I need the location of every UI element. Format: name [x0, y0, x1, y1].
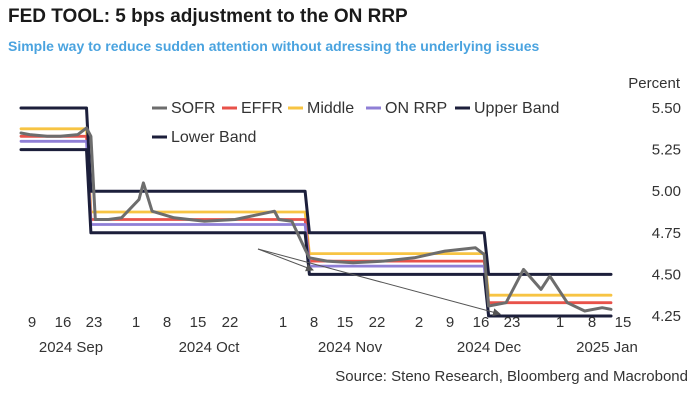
y-tick-label: 4.50: [652, 266, 681, 283]
y-axis: 5.50 5.25 5.00 4.75 4.50 4.25: [652, 100, 681, 325]
legend-label: SOFR: [171, 100, 215, 117]
legend-item-upper-band: Upper Band: [455, 100, 559, 117]
legend: SOFR EFFR Middle ON RRP Upper Band Lower Band: [152, 100, 559, 146]
x-tick-label: 1: [279, 314, 287, 331]
x-tick-label: 1: [556, 314, 564, 331]
x-month-label: 2024 Dec: [457, 339, 522, 356]
series-line-upper-band: [19, 106, 613, 276]
legend-item-effr: EFFR: [222, 100, 283, 117]
x-tick-label: 8: [310, 314, 318, 331]
x-tick-label: 23: [504, 314, 521, 331]
x-tick-label: 8: [588, 314, 596, 331]
series-line-sofr: [19, 126, 613, 313]
y-tick-label: 4.75: [652, 225, 681, 242]
x-month-label: 2024 Nov: [318, 339, 383, 356]
x-tick-label: 15: [615, 314, 632, 331]
y-tick-label: 5.25: [652, 142, 681, 159]
x-tick-label: 16: [55, 314, 72, 331]
annotation-arrow: [257, 248, 314, 272]
x-tick-label: 9: [28, 314, 36, 331]
x-tick-label: 2: [415, 314, 423, 331]
x-tick-label: 15: [337, 314, 354, 331]
legend-label: EFFR: [241, 100, 283, 117]
annotation-arrows: [257, 248, 501, 317]
x-tick-label: 15: [190, 314, 207, 331]
legend-item-on-rrp: ON RRP: [366, 100, 447, 117]
source-note: Source: Steno Research, Bloomberg and Ma…: [335, 368, 688, 385]
x-month-label: 2024 Oct: [179, 339, 241, 356]
legend-label: Lower Band: [171, 129, 256, 146]
legend-label: Upper Band: [474, 100, 559, 117]
series-line-on-rrp: [19, 139, 613, 318]
x-tick-label: 23: [86, 314, 103, 331]
x-tick-label: 8: [163, 314, 171, 331]
x-tick-label: 9: [446, 314, 454, 331]
y-axis-unit-label: Percent: [628, 75, 681, 92]
legend-item-lower-band: Lower Band: [152, 129, 256, 146]
legend-label: ON RRP: [385, 100, 447, 117]
x-tick-label: 22: [222, 314, 239, 331]
x-month-label: 2025 Jan: [576, 339, 638, 356]
chart-subtitle: Simple way to reduce sudden attention wi…: [8, 38, 540, 54]
x-tick-label: 16: [473, 314, 490, 331]
legend-item-sofr: SOFR: [152, 100, 215, 117]
y-tick-label: 4.25: [652, 308, 681, 325]
y-tick-label: 5.50: [652, 100, 681, 117]
y-tick-label: 5.00: [652, 183, 681, 200]
legend-item-middle: Middle: [288, 100, 354, 117]
series-layer: [19, 106, 613, 318]
legend-label: Middle: [307, 100, 354, 117]
chart-title: FED TOOL: 5 bps adjustment to the ON RRP: [8, 6, 408, 27]
x-tick-label: 22: [369, 314, 386, 331]
annotation-arrow: [257, 248, 501, 317]
x-tick-label: 1: [132, 314, 140, 331]
x-month-label: 2024 Sep: [39, 339, 103, 356]
